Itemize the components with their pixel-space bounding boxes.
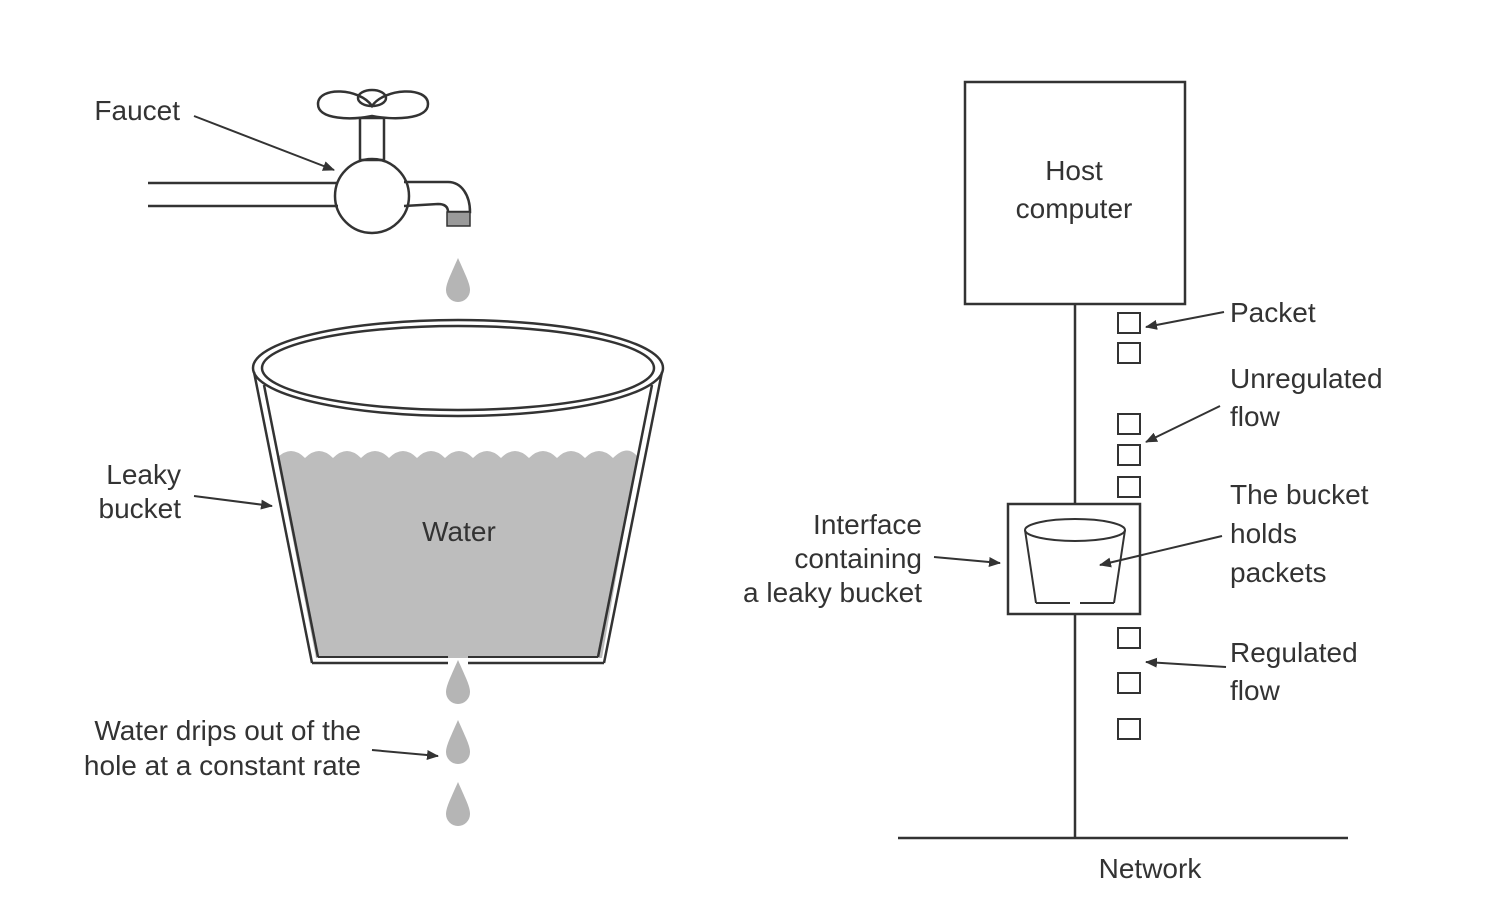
drip-label-line1: Water drips out of the <box>94 715 361 746</box>
packet <box>1117 476 1141 498</box>
interface-box <box>1006 502 1142 616</box>
regulated-label-line2: flow <box>1230 675 1281 706</box>
water-label: Water <box>422 516 496 547</box>
unregulated-label-line1: Unregulated <box>1230 363 1383 394</box>
faucet-label: Faucet <box>94 95 180 126</box>
packet <box>1117 312 1141 334</box>
bucket-holds-line1: The bucket <box>1230 479 1369 510</box>
leaky-label: Leaky <box>106 459 181 490</box>
water-drop-icon <box>446 720 470 764</box>
water-drop-icon <box>446 782 470 826</box>
unregulated-arrow <box>1145 405 1221 443</box>
drip-label-line2: hole at a constant rate <box>84 750 361 781</box>
interface-label-line2: containing <box>794 543 922 574</box>
interface-label-line1: Interface <box>813 509 922 540</box>
faucet-arrow <box>193 115 335 171</box>
drip-arrow <box>371 749 439 760</box>
water-fill <box>277 450 637 658</box>
packet <box>1117 672 1141 694</box>
packet <box>1117 627 1141 649</box>
bucket-label: bucket <box>99 493 182 524</box>
water-drop-icon <box>446 660 470 704</box>
unregulated-label-line2: flow <box>1230 401 1281 432</box>
packet <box>1117 413 1141 435</box>
small-bucket-icon <box>1024 518 1126 604</box>
bucket-arrow <box>193 495 273 510</box>
regulated-arrow <box>1145 657 1227 668</box>
packet-label: Packet <box>1230 297 1316 328</box>
faucet <box>148 88 472 235</box>
water-drop-icon <box>446 258 470 302</box>
network-label: Network <box>1099 853 1203 884</box>
interface-label-line3: a leaky bucket <box>743 577 922 608</box>
bucket-holds-line2: holds <box>1230 518 1297 549</box>
bucket-holds-line3: packets <box>1230 557 1327 588</box>
computer-label: computer <box>1016 193 1133 224</box>
regulated-label-line1: Regulated <box>1230 637 1358 668</box>
packet <box>1117 342 1141 364</box>
interface-arrow <box>933 556 1001 567</box>
leaky-bucket <box>251 318 665 665</box>
packet-arrow <box>1145 311 1225 330</box>
host-label: Host <box>1045 155 1103 186</box>
packet <box>1117 718 1141 740</box>
bucket-holds-arrow <box>1099 535 1223 568</box>
packet <box>1117 444 1141 466</box>
